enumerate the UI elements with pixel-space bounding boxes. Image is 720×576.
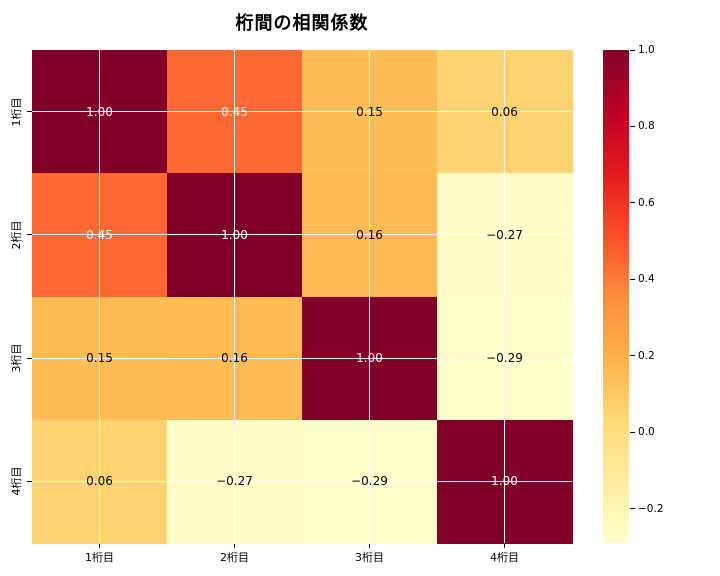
colorbar-tick-label: 1.0: [638, 44, 655, 56]
colorbar-tick: [630, 355, 635, 357]
colorbar-tick-label: 0.0: [638, 426, 655, 439]
cell-value-label: 0.06: [86, 474, 113, 489]
gridline-vertical: [368, 50, 371, 543]
colorbar-tick-label: −0.2: [638, 502, 664, 515]
x-tick-label: 1桁目: [85, 551, 114, 564]
gridline-vertical: [98, 50, 101, 543]
y-axis-tick: [27, 234, 32, 236]
colorbar-tick: [630, 278, 635, 280]
x-tick-label: 3桁目: [355, 551, 384, 564]
y-tick-label: 4桁目: [10, 466, 23, 496]
cell-value-label: 1.00: [221, 227, 248, 242]
colorbar-tick-label: 0.2: [638, 349, 655, 362]
cell-value-label: 1.00: [491, 474, 518, 489]
y-axis-tick: [27, 357, 32, 359]
cell-value-label: 1.00: [356, 351, 383, 366]
colorbar-tick: [630, 508, 635, 510]
cell-value-label: 1.00: [86, 104, 113, 119]
y-tick-label: 1桁目: [10, 97, 23, 127]
gridline-vertical: [503, 50, 506, 543]
colorbar-tick: [630, 431, 635, 433]
cell-value-label: 0.16: [221, 351, 248, 366]
y-tick-label: 2桁目: [10, 220, 23, 250]
colorbar-tick: [630, 49, 635, 51]
cell-value-label: 0.06: [491, 104, 518, 119]
x-axis-tick: [234, 543, 235, 548]
colorbar-tick: [630, 202, 635, 204]
colorbar-tick-label: 0.6: [638, 196, 655, 209]
heatmap-plot-area: 1.00 0.45 0.15 0.06 0.45 1.00 0.16 −0.27 0.15 0.1…: [32, 50, 573, 544]
cell-value-label: −0.29: [351, 474, 388, 489]
y-axis-tick: [27, 480, 32, 482]
cell-value-label: 0.45: [221, 104, 248, 119]
x-axis-tick: [504, 543, 505, 548]
x-tick-label: 2桁目: [220, 551, 249, 564]
cell-value-label: 0.15: [86, 351, 113, 366]
cell-value-label: 0.16: [356, 227, 383, 242]
colorbar-tick-label: 0.4: [638, 273, 655, 286]
y-tick-label: 3桁目: [10, 343, 23, 373]
colorbar: [603, 50, 629, 543]
gridline-horizontal: [32, 234, 572, 236]
gridline-horizontal: [32, 357, 572, 359]
colorbar-tick-label: 0.8: [638, 120, 655, 133]
colorbar-tick: [630, 125, 635, 127]
cell-value-label: 0.45: [86, 227, 113, 242]
gridline-horizontal: [32, 111, 572, 113]
cell-value-label: 0.15: [356, 104, 383, 119]
chart-title: 桁間の相関係数: [235, 13, 369, 34]
cell-value-label: −0.29: [486, 351, 523, 366]
cell-value-label: −0.27: [486, 227, 523, 242]
gridline-vertical: [233, 50, 236, 543]
x-axis-tick: [369, 543, 370, 548]
cell-value-label: −0.27: [216, 474, 253, 489]
x-axis-tick: [99, 543, 100, 548]
y-axis-tick: [27, 111, 32, 113]
x-tick-label: 4桁目: [490, 551, 519, 564]
gridline-horizontal: [32, 480, 572, 482]
